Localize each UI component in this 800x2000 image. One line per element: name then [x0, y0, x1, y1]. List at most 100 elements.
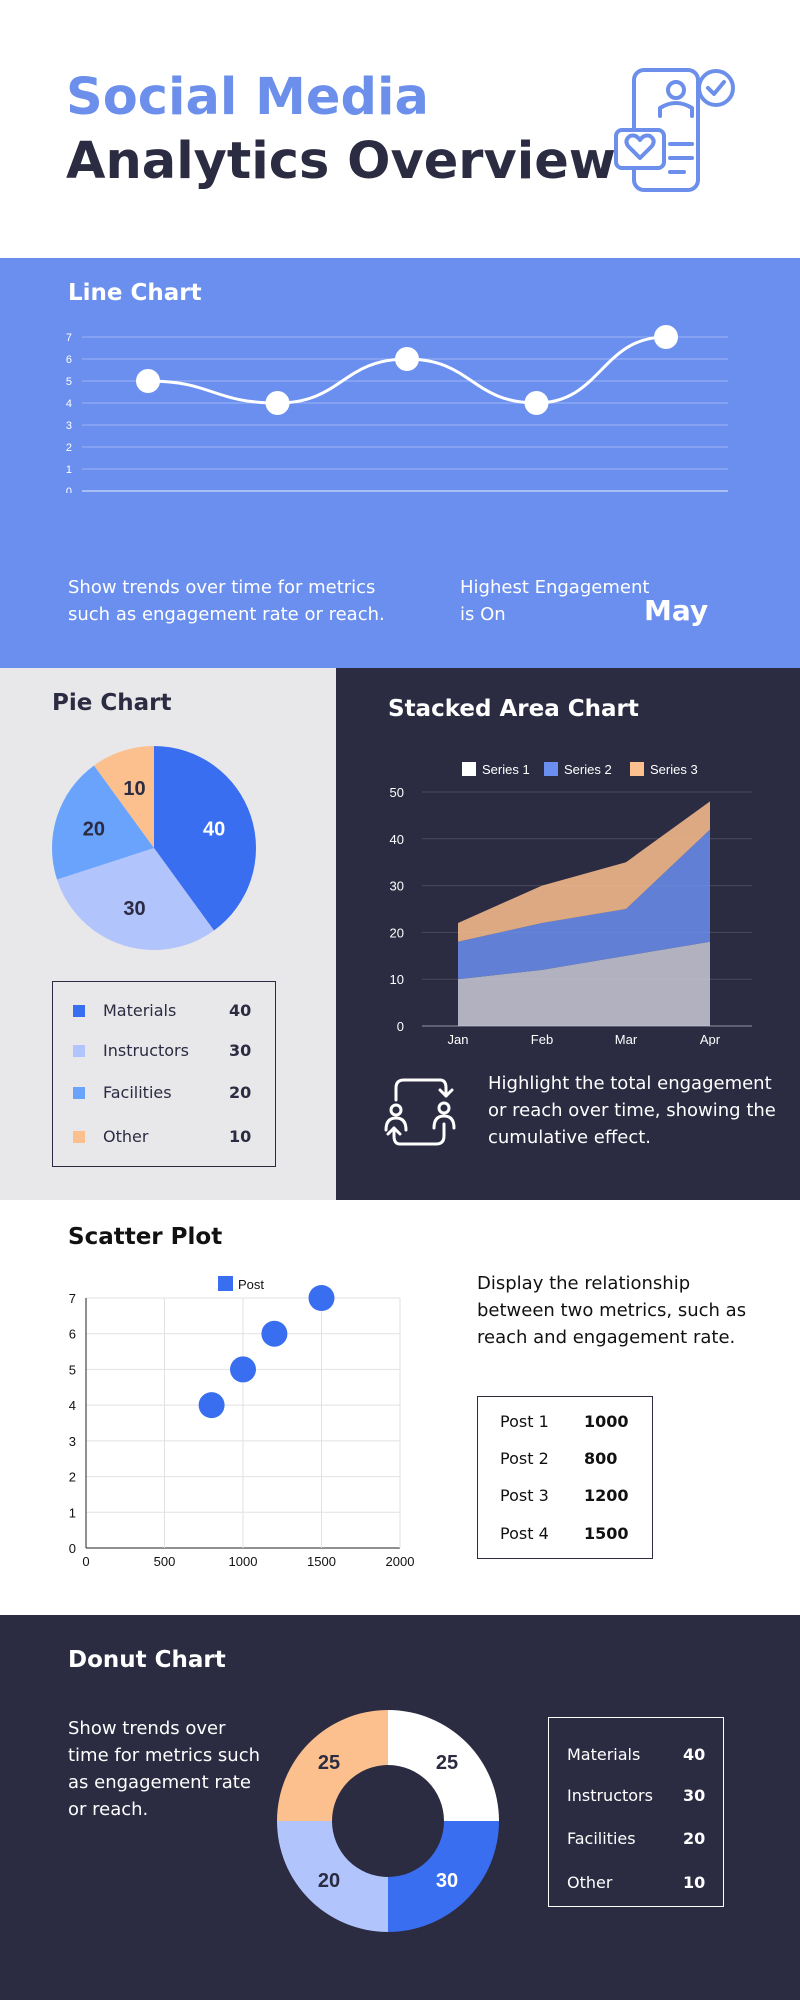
table-row-value: 800 [584, 1449, 618, 1468]
legend-value: 20 [229, 1083, 252, 1102]
x-tick-label: 2000 [386, 1554, 415, 1569]
area-series [458, 801, 710, 942]
x-tick-label: 1000 [229, 1554, 258, 1569]
legend-label: Series 2 [564, 762, 612, 777]
donut-legend-row: Materials 40 [549, 1740, 725, 1770]
pie-data-label: 30 [123, 898, 145, 920]
data-point [654, 325, 678, 349]
legend-label: Facilities [567, 1829, 636, 1848]
scatter-plot: 0 1 2 3 4 5 6 7 0 500 1000 1500 2000 Post [69, 1276, 415, 1569]
scatter-title: Scatter Plot [68, 1224, 223, 1250]
scatter-table: Post 1 1000 Post 2 800 Post 3 1200 Post … [477, 1396, 653, 1559]
table-row: Post 2 800 [478, 1444, 654, 1474]
y-tick-label: 2 [69, 1470, 76, 1485]
title-line-2: Analytics Overview [66, 132, 616, 191]
donut-legend: Materials 40 Instructors 30 Facilities 2… [548, 1717, 724, 1907]
title-line-1: Social Media [66, 68, 429, 127]
highest-engagement-label: Highest Engagement is On [460, 577, 650, 625]
line-chart: 01234567JanFebMarAprMay [66, 325, 728, 493]
pie-slice [51, 765, 154, 880]
people-exchange-icon [384, 1078, 456, 1146]
x-tick-label: Mar [615, 1032, 638, 1046]
y-tick-label: 4 [69, 1398, 76, 1413]
pie-data-label: 20 [83, 818, 105, 840]
x-tick-label: Feb [531, 1032, 553, 1046]
table-row-value: 1000 [584, 1412, 629, 1431]
legend-label: Materials [103, 1001, 177, 1020]
y-tick-label: 20 [390, 925, 404, 940]
donut-data-label: 25 [318, 1752, 340, 1774]
pie-slice [94, 746, 154, 848]
legend-value: 30 [683, 1786, 706, 1805]
donut-slice [277, 1821, 388, 1932]
table-row-value: 1200 [584, 1486, 629, 1505]
data-point [524, 391, 549, 415]
stacked-area-chart: 0 10 20 30 40 50 Jan Feb Mar Apr Series 1 Series 2 S… [390, 762, 752, 1046]
data-point [395, 347, 419, 371]
scatter-caption: Display the relationship between two met… [477, 1273, 747, 1348]
y-tick-label: 7 [69, 1291, 76, 1306]
data-point [261, 1320, 288, 1347]
legend-swatch [462, 762, 476, 776]
scatter-section: Scatter Plot 0 1 2 3 4 5 6 7 0 500 1000 1500 2000 Pos… [0, 1200, 800, 1615]
legend-swatch-other [73, 1131, 85, 1143]
line-chart-caption: Show trends over time for metrics such a… [68, 577, 385, 625]
line-chart-section: Line Chart 01234567JanFebMarAprMay Show … [0, 258, 800, 668]
y-tick-label: 1 [66, 464, 72, 476]
y-tick-label: 0 [397, 1019, 404, 1034]
y-tick-label: 6 [69, 1327, 76, 1342]
legend-label: Other [103, 1127, 149, 1146]
area-series [458, 829, 710, 980]
pie-legend: Materials 40 Instructors 30 Facilities 2… [52, 981, 276, 1167]
pie-legend-row: Instructors 30 [53, 1036, 277, 1066]
stacked-area-caption: Highlight the total engagement or reach … [488, 1073, 776, 1148]
x-tick-label: Jan [448, 1032, 469, 1046]
data-point [265, 391, 290, 415]
pie-legend-row: Facilities 20 [53, 1078, 277, 1108]
donut-slice [277, 1710, 388, 1821]
table-row-label: Post 1 [500, 1412, 549, 1431]
y-tick-label: 1 [69, 1505, 76, 1520]
pie-legend-row: Materials 40 [53, 996, 277, 1026]
donut-legend-row: Facilities 20 [549, 1824, 725, 1854]
highest-engagement-value: May [644, 594, 709, 627]
legend-label: Post [238, 1277, 264, 1292]
legend-label: Materials [567, 1745, 641, 1764]
y-tick-label: 7 [66, 332, 72, 344]
legend-label: Instructors [103, 1041, 189, 1060]
phone-profile-heart-check-icon [614, 68, 735, 192]
legend-label: Instructors [567, 1786, 653, 1805]
donut-chart: 25 30 20 25 [277, 1710, 499, 1932]
pie-data-label: 10 [123, 778, 145, 800]
legend-label: Other [567, 1873, 613, 1892]
legend-value: 40 [229, 1001, 252, 1020]
pie-legend-row: Other 10 [53, 1122, 277, 1152]
legend-value: 10 [229, 1127, 252, 1146]
table-row-value: 1500 [584, 1524, 629, 1543]
table-row-label: Post 3 [500, 1486, 549, 1505]
pie-chart-section: Pie Chart 40 30 20 10 Materials 40 Instruct… [0, 668, 336, 1200]
legend-label: Facilities [103, 1083, 172, 1102]
donut-legend-row: Instructors 30 [549, 1781, 725, 1811]
x-tick-label: 0 [82, 1554, 89, 1569]
donut-slice [388, 1710, 499, 1821]
y-tick-label: 3 [69, 1434, 76, 1449]
y-tick-label: 0 [69, 1541, 76, 1556]
legend-value: 40 [683, 1745, 706, 1764]
pie-slice [154, 746, 257, 931]
pie-chart: 40 30 20 10 [51, 746, 257, 950]
header: Social Media Analytics Overview [0, 0, 800, 258]
y-tick-label: 5 [66, 376, 72, 388]
legend-label: Series 3 [650, 762, 698, 777]
x-tick-label: 1500 [307, 1554, 336, 1569]
stacked-area-section: Stacked Area Chart 0 10 20 30 40 50 Jan Feb Mar A… [336, 668, 800, 1200]
y-tick-label: 3 [66, 420, 72, 432]
donut-data-label: 20 [318, 1870, 340, 1892]
y-tick-label: 30 [390, 879, 404, 894]
legend-swatch-materials [73, 1005, 85, 1017]
donut-slice [388, 1821, 499, 1932]
legend-swatch [544, 762, 558, 776]
legend-value: 20 [683, 1829, 706, 1848]
table-row: Post 3 1200 [478, 1481, 654, 1511]
legend-value: 30 [229, 1041, 252, 1060]
